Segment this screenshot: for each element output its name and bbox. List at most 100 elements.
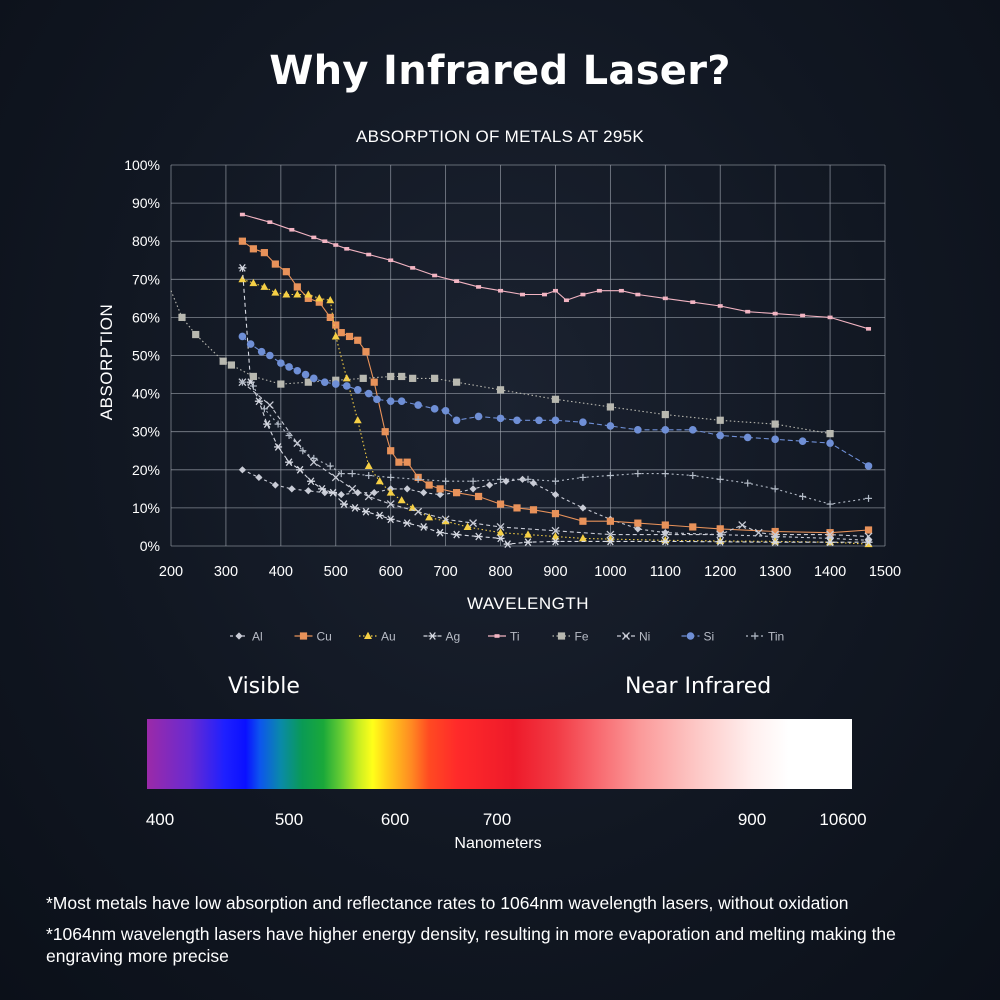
data-point-ni <box>348 484 357 493</box>
y-tick-label: 10% <box>132 500 160 516</box>
data-point-cu <box>826 529 834 537</box>
data-point-au <box>293 290 302 298</box>
cross-stroke <box>414 507 423 516</box>
data-point-al <box>238 466 246 474</box>
data-point-tin <box>310 454 318 462</box>
asterisk-stroke <box>376 511 384 520</box>
data-point-tin <box>826 500 834 508</box>
data-point-ni <box>716 530 725 539</box>
legend-label: Ni <box>639 630 650 644</box>
data-point-ti <box>635 292 641 297</box>
legend-marker <box>299 632 308 640</box>
data-point-cu <box>403 458 411 466</box>
asterisk-stroke <box>771 538 779 547</box>
data-point-si <box>342 382 351 390</box>
data-point-ag <box>307 477 316 486</box>
data-point-ni <box>469 519 478 528</box>
data-point-au <box>238 275 247 283</box>
footnote: *1064nm wavelength lasers have higher en… <box>46 924 896 966</box>
cross-stroke <box>771 530 780 539</box>
y-tick-label: 20% <box>132 462 160 478</box>
data-point-au <box>271 288 280 296</box>
data-point-al <box>370 489 378 497</box>
cross-stroke <box>386 500 395 509</box>
legend-marker <box>686 632 695 640</box>
data-point-tin <box>337 470 345 478</box>
cross-stroke <box>331 473 340 482</box>
chart-title: ABSORPTION OF METALS AT 295K <box>356 127 644 146</box>
asterisk-stroke <box>453 530 460 539</box>
data-point-fe <box>771 420 779 428</box>
data-point-cu <box>293 283 301 291</box>
legend-marker <box>428 632 437 640</box>
near-infrared-band-label: Near Infrared <box>625 674 772 699</box>
legend-marker <box>557 632 566 640</box>
data-point-si <box>634 425 642 434</box>
data-point-au <box>326 296 335 304</box>
data-point-cu <box>513 504 521 512</box>
cross-stroke <box>716 530 725 539</box>
data-point-cu <box>370 378 378 386</box>
data-point-si <box>452 416 461 425</box>
data-point-ti <box>552 288 558 293</box>
cross-stroke <box>441 515 450 524</box>
data-point-cu <box>606 517 614 525</box>
asterisk-stroke <box>351 503 359 512</box>
data-point-cu <box>436 485 444 493</box>
data-point-ag <box>524 538 532 547</box>
cross-stroke <box>348 484 357 493</box>
legend-marker <box>751 632 759 640</box>
data-point-cu <box>661 521 669 529</box>
data-point-ni <box>386 500 395 509</box>
asterisk-stroke <box>255 397 263 406</box>
data-point-au <box>331 332 340 340</box>
data-point-ti <box>580 292 586 297</box>
data-point-al <box>634 525 642 533</box>
data-point-si <box>441 406 450 415</box>
data-point-fe <box>387 372 395 381</box>
y-tick-label: 70% <box>132 271 160 287</box>
data-point-fe <box>826 430 834 438</box>
x-tick-label: 700 <box>434 564 458 580</box>
data-point-cu <box>304 294 312 302</box>
data-point-ag <box>503 540 512 549</box>
data-point-ni <box>606 530 615 539</box>
data-point-ag <box>771 538 780 547</box>
data-point-si <box>293 366 302 375</box>
cross-stroke <box>293 439 302 448</box>
data-point-au <box>463 522 472 530</box>
data-point-ti <box>322 239 328 243</box>
data-point-au <box>282 290 291 298</box>
data-point-si <box>353 385 362 394</box>
asterisk-stroke <box>429 632 436 640</box>
data-point-ti <box>344 247 350 251</box>
data-point-cu <box>326 313 334 321</box>
spectrum-tick: 700 <box>482 810 512 829</box>
asterisk-stroke <box>436 528 444 537</box>
cross-stroke <box>754 528 763 537</box>
data-point-tin <box>551 477 559 485</box>
data-point-tin <box>716 475 724 483</box>
spectrum-tick: 400 <box>145 810 175 829</box>
data-point-ag <box>263 420 272 428</box>
data-point-fe <box>277 380 285 388</box>
cross-stroke <box>364 492 373 501</box>
data-point-fe <box>716 416 724 424</box>
cross-stroke <box>826 530 835 539</box>
cross-stroke <box>265 401 274 409</box>
data-point-ag <box>350 503 359 512</box>
data-point-cu <box>282 268 290 276</box>
data-point-tin <box>799 492 807 500</box>
data-point-fe <box>409 374 417 382</box>
data-point-cu <box>395 458 403 466</box>
data-point-ag <box>386 515 395 524</box>
data-point-tin <box>689 472 697 480</box>
spectrum-tick: 900 <box>737 810 767 829</box>
data-point-si <box>285 363 293 371</box>
data-point-cu <box>337 329 345 337</box>
data-point-au <box>551 532 560 540</box>
legend-label: Al <box>252 630 263 644</box>
data-point-ag <box>452 530 461 539</box>
data-point-si <box>257 347 266 356</box>
data-point-ni <box>331 473 340 482</box>
